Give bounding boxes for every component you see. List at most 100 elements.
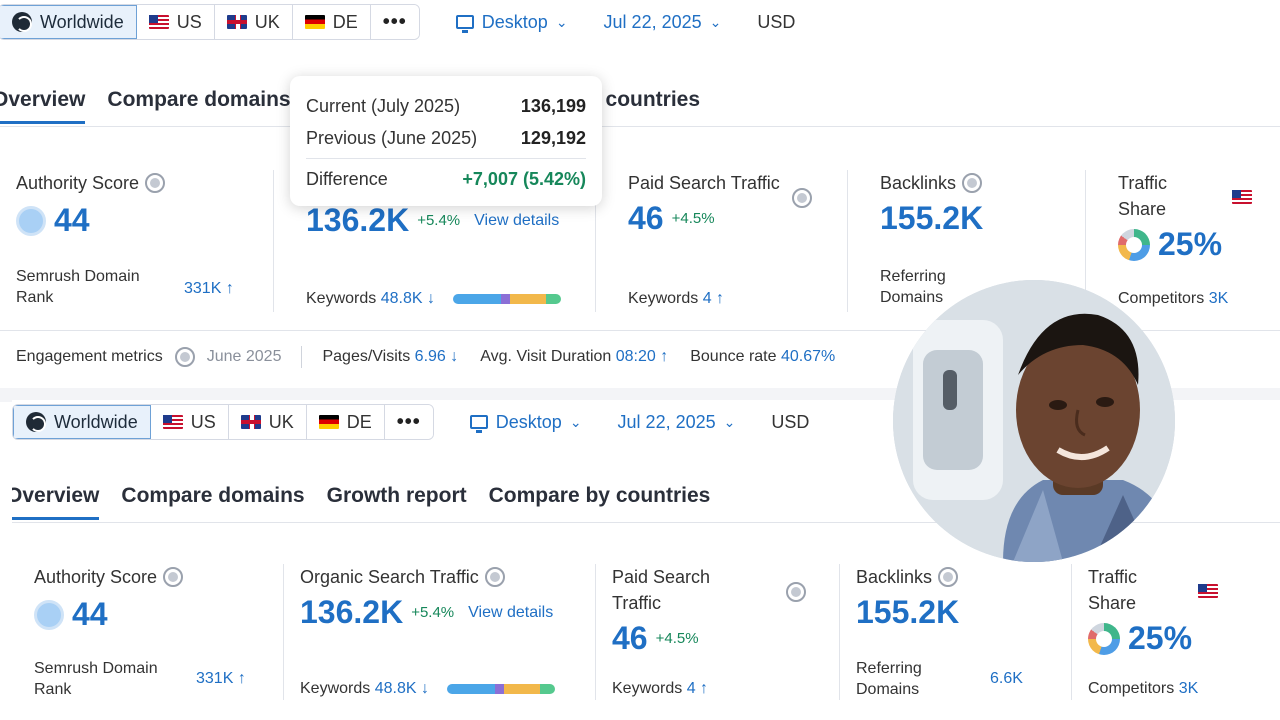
us-button[interactable]: US — [150, 405, 229, 439]
chevron-down-icon: ⌄ — [555, 13, 568, 30]
authority-gauge-icon — [34, 599, 64, 630]
de-button[interactable]: DE — [306, 405, 385, 439]
organic-keywords-row: Keywords 48.8K ↓ — [306, 288, 562, 309]
paid-traffic-title: Paid Search Traffic — [612, 567, 711, 613]
tab-growth-report[interactable]: Growth report — [326, 484, 467, 507]
keywords-value[interactable]: 48.8K ↓ — [380, 290, 435, 307]
bounce-rate-label: Bounce rate — [690, 348, 777, 365]
authority-score-card: Authority Score 44 Semrush Domain Rank 3… — [18, 564, 284, 700]
uk-flag-icon — [240, 415, 261, 429]
keywords-value[interactable]: 48.8K ↓ — [374, 680, 429, 697]
authority-score-value: 44 — [54, 202, 90, 238]
traffic-share-value: 25% — [1158, 226, 1223, 262]
tab-divider — [0, 126, 1280, 127]
device-dropdown[interactable]: Desktop ⌄ — [469, 411, 582, 433]
domain-rank-label: Semrush Domain Rank — [16, 268, 140, 306]
organic-traffic-value[interactable]: 136.2K — [300, 594, 404, 630]
date-dropdown[interactable]: Jul 22, 2025 ⌄ — [604, 12, 722, 33]
globe-info-icon[interactable] — [962, 173, 983, 193]
worldwide-label: Worldwide — [40, 11, 124, 32]
tab-compare-domains[interactable]: Compare domains — [107, 88, 291, 111]
authority-score-title: Authority Score — [16, 173, 140, 193]
us-flag-icon — [148, 15, 169, 29]
keywords-value[interactable]: 4 ↑ — [686, 680, 709, 697]
tab-overview[interactable]: Overview — [0, 88, 86, 124]
tooltip-current-label: Current (July 2025) — [306, 96, 461, 116]
keywords-label: Keywords — [306, 290, 377, 307]
device-label: Desktop — [481, 11, 548, 32]
more-databases-button[interactable]: ••• — [370, 5, 419, 39]
competitors-label: Competitors — [1088, 680, 1175, 697]
us-flag-icon — [162, 415, 183, 429]
competitors-value[interactable]: 3K — [1178, 680, 1199, 697]
de-flag-icon — [304, 15, 325, 29]
more-icon: ••• — [382, 10, 407, 33]
globe-icon — [26, 412, 46, 432]
organic-traffic-card: 136.2K +5.4% View details Keywords 48.8K… — [274, 170, 596, 312]
more-icon: ••• — [396, 410, 421, 433]
monitor-icon — [469, 415, 488, 433]
globe-info-icon[interactable] — [484, 567, 505, 587]
de-label: DE — [332, 11, 358, 32]
de-button[interactable]: DE — [292, 5, 371, 39]
uk-button[interactable]: UK — [214, 5, 293, 39]
backlinks-value[interactable]: 155.2K — [856, 594, 960, 630]
view-details-link[interactable]: View details — [468, 603, 554, 621]
paid-keywords-row: Keywords 4 ↑ — [628, 288, 724, 309]
date-dropdown[interactable]: Jul 22, 2025 ⌄ — [618, 412, 736, 433]
metric-cards: Authority Score 44 Semrush Domain Rank 3… — [18, 564, 1262, 700]
organic-traffic-value[interactable]: 136.2K — [306, 202, 410, 238]
view-details-link[interactable]: View details — [474, 211, 560, 229]
tab-compare-by-countries[interactable]: Compare by countries — [488, 484, 711, 507]
paid-traffic-delta: +4.5% — [655, 630, 699, 647]
us-flag-icon — [1232, 190, 1252, 204]
filter-bar: Worldwide US UK DE ••• Desktop ⌄ — [0, 4, 795, 40]
chevron-down-icon: ⌄ — [709, 13, 722, 30]
globe-info-icon[interactable] — [145, 173, 166, 193]
tab-compare-domains[interactable]: Compare domains — [121, 484, 305, 507]
worldwide-button[interactable]: Worldwide — [0, 5, 137, 39]
globe-info-icon[interactable] — [163, 567, 184, 587]
domain-rank-value[interactable]: 331K ↑ — [196, 670, 246, 687]
paid-traffic-value[interactable]: 46 — [628, 200, 664, 236]
globe-info-icon[interactable] — [938, 567, 959, 587]
traffic-share-value: 25% — [1128, 620, 1193, 656]
traffic-tooltip: Current (July 2025) 136,199 Previous (Ju… — [290, 76, 602, 206]
competitors-value[interactable]: 3K — [1208, 290, 1229, 307]
chevron-down-icon: ⌄ — [569, 413, 582, 430]
date-label: Jul 22, 2025 — [617, 411, 716, 432]
traffic-share-card: Traffic Share 25% Competitors 3K — [1072, 564, 1262, 700]
organic-traffic-card: Organic Search Traffic 136.2K +5.4% View… — [284, 564, 596, 700]
traffic-share-donut-icon — [1118, 228, 1150, 261]
chevron-down-icon: ⌄ — [723, 413, 736, 430]
keywords-value[interactable]: 4 ↑ — [702, 290, 725, 307]
tooltip-difference-value: +7,007 (5.42%) — [462, 169, 586, 189]
keywords-label: Keywords — [300, 680, 371, 697]
top-screenshot-panel: Worldwide US UK DE ••• Desktop ⌄ — [0, 4, 1280, 368]
keywords-label: Keywords — [612, 680, 683, 697]
backlinks-value[interactable]: 155.2K — [880, 200, 984, 236]
globe-info-icon[interactable] — [786, 582, 806, 602]
referring-domains-value[interactable]: 6.6K — [990, 670, 1023, 687]
monitor-icon — [455, 15, 474, 33]
domain-rank-value[interactable]: 331K ↑ — [184, 280, 234, 297]
pages-visits-value: 6.96 ↓ — [414, 348, 459, 365]
de-flag-icon — [318, 415, 339, 429]
referring-domains-label: Referring Domains — [880, 268, 946, 306]
tab-compare-by-countries[interactable]: y countries — [588, 88, 701, 111]
uk-button[interactable]: UK — [228, 405, 307, 439]
engagement-label: Engagement metrics — [16, 348, 163, 365]
device-dropdown[interactable]: Desktop ⌄ — [455, 11, 568, 33]
organic-keywords-row: Keywords 48.8K ↓ — [300, 678, 556, 699]
globe-info-icon[interactable] — [174, 347, 195, 367]
authority-score-title: Authority Score — [34, 567, 158, 587]
globe-icon — [12, 12, 32, 32]
device-label: Desktop — [495, 411, 562, 432]
paid-traffic-value[interactable]: 46 — [612, 620, 648, 656]
us-button[interactable]: US — [136, 5, 215, 39]
worldwide-button[interactable]: Worldwide — [13, 405, 151, 439]
tab-overview[interactable]: Overview — [12, 484, 100, 520]
globe-info-icon[interactable] — [792, 188, 812, 208]
backlinks-title: Backlinks — [856, 567, 933, 587]
more-databases-button[interactable]: ••• — [384, 405, 433, 439]
